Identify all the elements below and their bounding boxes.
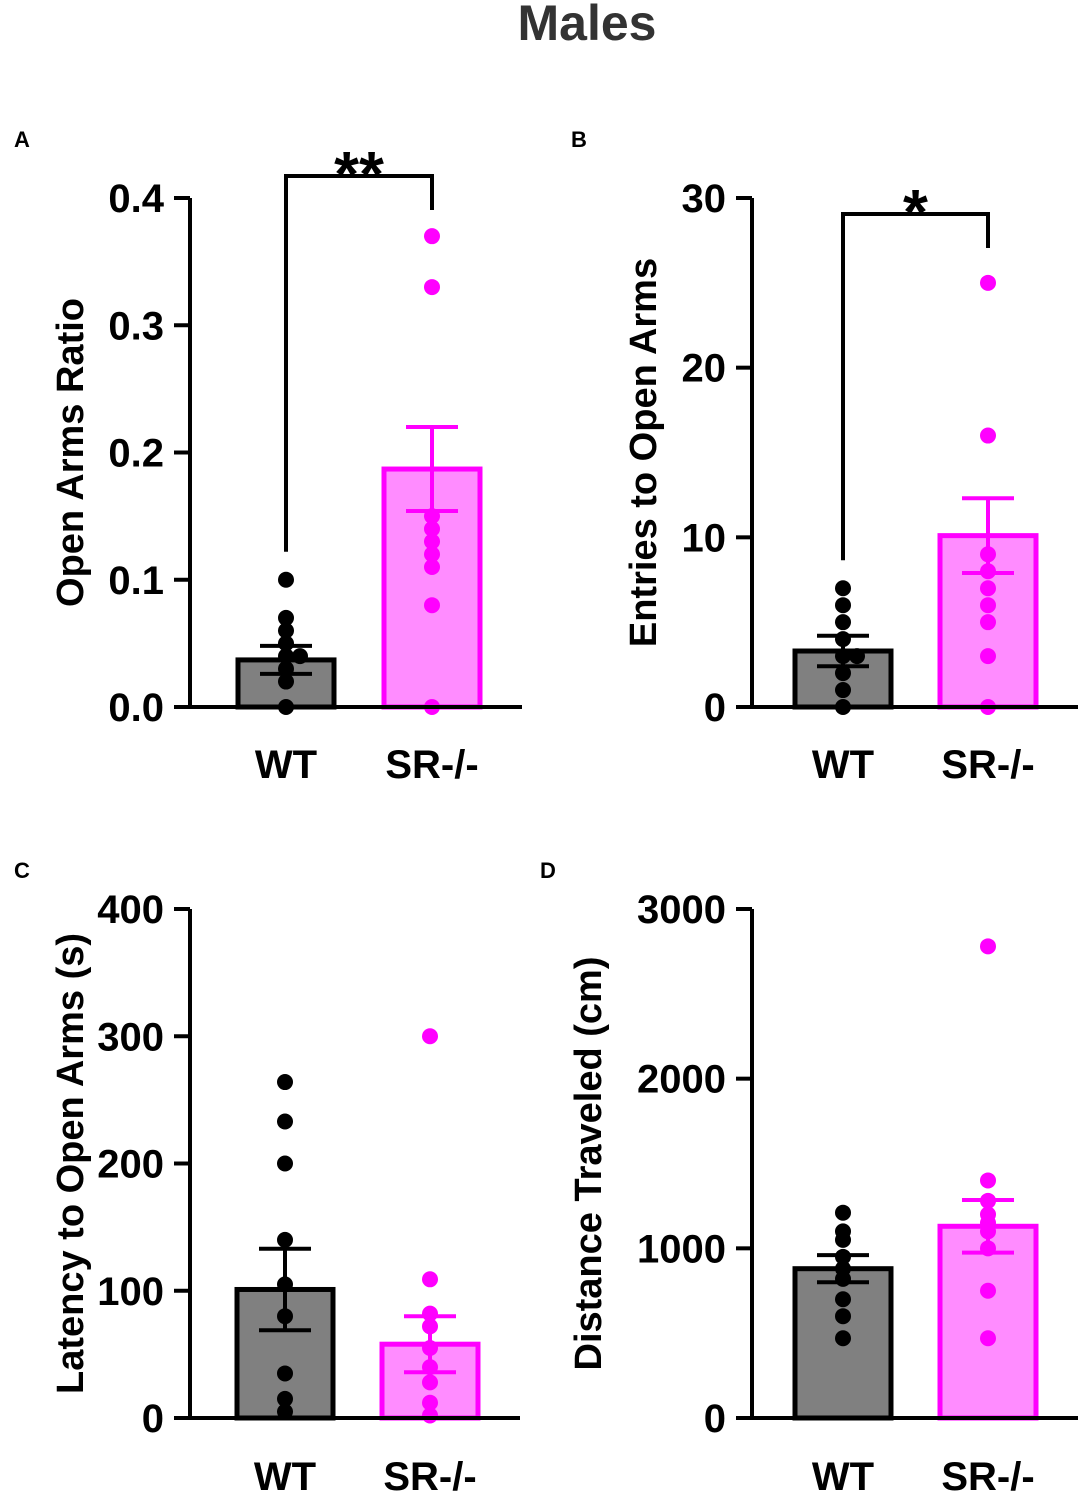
data-point-wt: [835, 1204, 851, 1221]
y-tick-label: 0: [704, 686, 726, 730]
data-point-wt: [277, 1074, 293, 1091]
data-point-wt: [278, 609, 294, 626]
data-point-sr: [422, 1394, 438, 1411]
y-tick-label: 0.1: [108, 559, 164, 603]
y-tick-label: 0: [142, 1397, 164, 1441]
data-point-sr: [424, 520, 440, 537]
data-point-wt: [277, 1113, 293, 1130]
y-tick-label: 0: [704, 1397, 726, 1441]
x-tick-label: SR-/-: [383, 1455, 476, 1492]
data-point-sr: [980, 1330, 996, 1347]
y-tick-label: 0.2: [108, 432, 164, 476]
data-point-wt: [835, 1308, 851, 1325]
figure-title: Males: [518, 0, 657, 51]
y-tick-label: 1000: [637, 1227, 726, 1271]
chart-panel-a: A 0.0 0.1 0.2 0.3 0.4 WT SR-/- Open Arms Ratio **: [14, 127, 522, 787]
data-point-sr: [980, 274, 996, 291]
data-point-sr: [424, 279, 440, 296]
data-point-wt: [835, 1330, 851, 1347]
data-point-sr: [980, 597, 996, 614]
data-point-sr: [424, 228, 440, 245]
y-tick-label: 30: [682, 177, 727, 221]
data-point-sr: [422, 1374, 438, 1391]
data-point-sr: [424, 533, 440, 550]
data-point-sr: [422, 1407, 438, 1424]
x-tick-label: SR-/-: [941, 743, 1034, 787]
x-tick-label: WT: [812, 1455, 874, 1492]
data-point-wt: [835, 614, 851, 631]
data-point-wt: [278, 622, 294, 639]
data-point-sr: [424, 559, 440, 576]
significance-stars: **: [334, 138, 384, 210]
data-point-wt: [278, 571, 294, 588]
data-point-sr: [980, 427, 996, 444]
data-point-wt: [835, 682, 851, 699]
x-tick-label: WT: [254, 1455, 316, 1492]
data-point-wt: [835, 580, 851, 597]
significance-bracket: [284, 174, 434, 552]
y-tick-label: 10: [682, 516, 727, 560]
data-point-wt: [277, 1390, 293, 1407]
data-point-wt: [835, 597, 851, 614]
x-tick-label: WT: [812, 743, 874, 787]
y-tick-label: 400: [97, 888, 164, 932]
x-tick-label: WT: [255, 743, 317, 787]
y-axis-label: Latency to Open Arms (s): [50, 933, 92, 1394]
y-tick-label: 100: [97, 1270, 164, 1314]
panel-label: B: [571, 127, 587, 152]
panel-label: A: [14, 127, 30, 152]
data-point-wt: [835, 665, 851, 682]
data-point-wt: [849, 648, 865, 665]
data-point-wt: [292, 648, 308, 665]
y-tick-label: 0.0: [108, 686, 164, 730]
y-axis-label: Entries to Open Arms: [623, 258, 665, 647]
y-tick-label: 200: [97, 1143, 164, 1187]
data-point-sr: [422, 1271, 438, 1288]
data-point-wt: [277, 1403, 293, 1420]
y-axis-label: Open Arms Ratio: [50, 298, 92, 607]
chart-panel-d: D 0 1000 2000 3000 WT SR-/- Distance Traveled (…: [540, 858, 1078, 1492]
panel-label: D: [540, 858, 556, 883]
data-point-wt: [277, 1365, 293, 1382]
data-point-sr: [980, 1172, 996, 1189]
data-point-sr: [980, 614, 996, 631]
y-tick-label: 2000: [637, 1058, 726, 1102]
data-point-sr: [422, 1028, 438, 1045]
significance-stars: *: [903, 176, 928, 248]
data-point-wt: [835, 1291, 851, 1308]
data-point-wt: [277, 1231, 293, 1248]
x-tick-label: SR-/-: [941, 1455, 1034, 1492]
x-tick-label: SR-/-: [385, 743, 478, 787]
data-point-sr: [424, 597, 440, 614]
y-tick-label: 20: [682, 347, 727, 391]
data-point-wt: [835, 1231, 851, 1248]
data-point-sr: [980, 580, 996, 597]
y-tick-label: 0.3: [108, 304, 164, 348]
panel-label: C: [14, 858, 30, 883]
y-axis-label: Distance Traveled (cm): [568, 957, 610, 1371]
chart-panel-b: B 0 10 20 30 WT SR-/- Entries to Open Arms *: [571, 127, 1078, 787]
y-tick-label: 3000: [637, 888, 726, 932]
data-point-sr: [980, 648, 996, 665]
significance-bracket: [841, 212, 990, 561]
chart-panel-c: C 0 100 200 300 400 WT SR-/- Latency to Open Arm…: [14, 858, 520, 1492]
data-point-wt: [278, 673, 294, 690]
y-tick-label: 0.4: [108, 177, 164, 221]
data-point-sr: [980, 938, 996, 955]
data-point-sr: [980, 1282, 996, 1299]
data-point-wt: [277, 1155, 293, 1172]
y-tick-label: 300: [97, 1015, 164, 1059]
data-point-sr: [424, 546, 440, 563]
